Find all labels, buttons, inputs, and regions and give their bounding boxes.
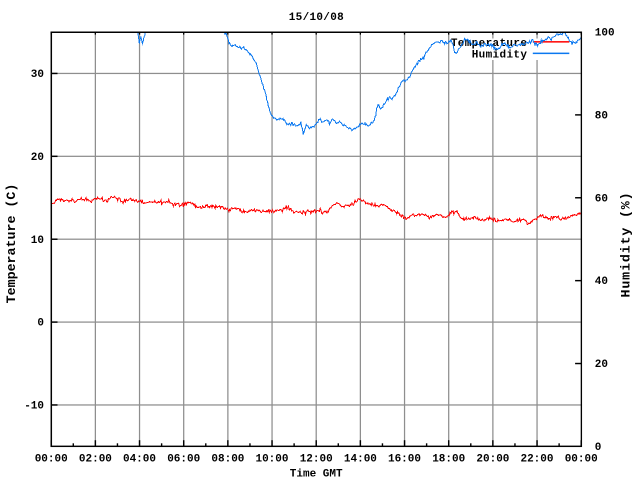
svg-text:12:00: 12:00 (300, 453, 333, 465)
svg-text:22:00: 22:00 (520, 453, 553, 465)
svg-text:40: 40 (595, 276, 608, 288)
svg-text:-10: -10 (24, 401, 44, 413)
svg-text:16:00: 16:00 (388, 453, 421, 465)
svg-text:Humidity (%): Humidity (%) (619, 192, 634, 298)
svg-text:14:00: 14:00 (344, 453, 377, 465)
svg-text:04:00: 04:00 (123, 453, 156, 465)
svg-text:18:00: 18:00 (432, 453, 465, 465)
svg-text:02:00: 02:00 (79, 453, 112, 465)
svg-text:80: 80 (595, 111, 608, 123)
svg-text:00:00: 00:00 (35, 453, 68, 465)
svg-text:10: 10 (31, 235, 44, 247)
svg-text:0: 0 (37, 318, 44, 330)
svg-text:15/10/08: 15/10/08 (289, 12, 344, 24)
svg-text:00:00: 00:00 (565, 453, 598, 465)
svg-text:0: 0 (595, 442, 602, 454)
svg-text:20: 20 (31, 152, 44, 164)
svg-text:08:00: 08:00 (211, 453, 244, 465)
svg-text:10:00: 10:00 (255, 453, 288, 465)
svg-text:30: 30 (31, 69, 44, 81)
svg-text:Time GMT: Time GMT (290, 469, 343, 480)
svg-text:60: 60 (595, 193, 608, 205)
svg-text:Humidity: Humidity (472, 49, 528, 61)
svg-text:20:00: 20:00 (476, 453, 509, 465)
svg-text:100: 100 (595, 28, 615, 40)
svg-text:06:00: 06:00 (167, 453, 200, 465)
svg-text:20: 20 (595, 359, 608, 371)
svg-text:Temperature (C): Temperature (C) (4, 184, 19, 304)
